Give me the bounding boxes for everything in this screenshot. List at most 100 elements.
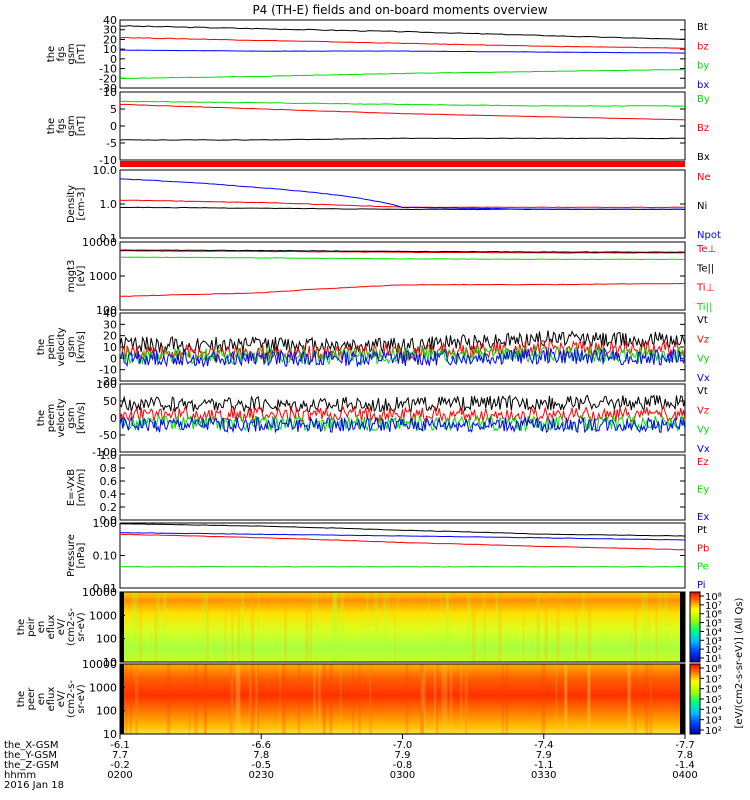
y-tick-label: 0 [110,412,117,425]
y-tick-label: 100 [96,304,117,317]
red-bar [120,161,685,167]
colorbar-tick-label: 10⁴ [705,627,722,638]
y-axis-label: [eV] [76,266,87,287]
y-tick-label: 10000 [82,658,117,671]
colorbar-tick-label: 10² [705,645,722,656]
spectrogram-streak [387,592,390,662]
spectrogram-streak [283,592,288,662]
series-line-Bt [119,25,686,40]
spectrogram-streak [194,664,198,734]
y-tick-label: 0 [110,352,117,365]
spectrogram-streak [333,592,337,662]
spectrogram-streak [471,592,476,662]
spectrogram-edge [680,592,685,662]
y-axis-label: gsm [66,43,77,64]
panel-frame [119,312,686,382]
y-tick-label: 1000 [89,681,117,694]
x-tick-label: 0300 [390,770,415,781]
y-axis-label: the [16,619,27,635]
x-tick-label: -7.4 [534,740,554,751]
panel-peer-en-eflux: 10000 1000 100 10 the peer en eflux eV/(cm2-s-sr… [16,658,686,741]
spectrogram-streak [312,592,314,662]
spectrogram-streak [125,664,128,734]
x-tick-label: 7.7 [112,750,128,761]
y-tick-label: -50 [99,429,117,442]
spectrogram-streak [250,664,252,734]
spectrogram-streak [434,664,437,734]
y-tick-label: 0 [110,53,117,66]
y-tick-label: 40 [103,14,117,27]
colorbar-label: [eV/(cm2-s-sr-eV)] (All Qs) [734,597,745,728]
spectrogram-streak [460,664,463,734]
spectrogram-streak [231,664,234,734]
y-tick-label: 0 [110,120,117,133]
legend-entry: Pi [697,580,706,591]
spectrogram-streak [334,592,338,662]
spectrogram-streak [466,592,471,662]
panel-pressure: 1.00 0.10 0.01 Pressure [nPa] Pt Pb Pe Pi [66,517,709,595]
y-axis-label: (cm2-s- [66,608,77,646]
y-axis-label: sr-eV) [76,684,87,713]
legend-entry: Vy [697,354,710,365]
spectrogram-streak [464,664,469,734]
series-line-Bx [119,137,686,141]
spectrogram-streak [465,664,468,734]
spectrogram-streak [313,664,317,734]
y-axis-label: the [36,410,47,426]
y-tick-label: 100 [96,633,117,646]
spectrogram-streak [204,664,207,734]
y-tick-label: 10 [103,86,117,99]
panel-density: 10.0 1.0 0.1 Density [cm-3] Ne Ni Npot [66,164,721,245]
y-tick-label: 0.8 [100,462,118,475]
spectrogram-streak [231,592,235,662]
y-tick-label: -30 [99,82,117,95]
spectrogram-streak [484,592,486,662]
spectrogram-streak [587,592,592,662]
spectrogram-streak [166,664,171,734]
x-tick-label: 0230 [249,770,274,781]
y-tick-label: 10 [103,43,117,56]
spectrogram-streak [369,664,372,734]
legend-entry: Bt [697,22,708,33]
spectrogram-streak [255,664,258,734]
y-tick-label: 10.0 [93,164,118,177]
colorbar-tick-label: 10⁸ [705,664,722,675]
y-axis-label: the [46,46,57,62]
x-tick-label: 0400 [672,770,697,781]
spectrogram-streak [365,592,369,662]
series-line-Vz [119,339,686,362]
series-line-Ne [119,199,685,209]
legend-entry: Ey [697,485,709,496]
y-tick-label: 0.01 [93,582,118,595]
x-tick-label: -0.5 [251,760,271,771]
y-tick-label: -100 [92,446,117,459]
y-axis-label: [nPa] [76,542,87,568]
spectrogram-streak [332,592,336,662]
legend-entry: Ni [697,201,707,212]
y-tick-label: 1.0 [100,198,118,211]
y-axis-label: [mV/m] [76,469,87,507]
y-tick-label: -10 [99,364,117,377]
series-line-Pi [119,532,686,541]
x-row-label: the_X-GSM [4,740,58,751]
y-tick-label: 10 [103,341,117,354]
colorbar-tick-label: 10¹ [705,654,722,665]
y-axis-label: velocity [56,327,67,366]
spectrogram-streak [420,664,424,734]
colorbar-tick-label: 10⁸ [705,592,722,603]
spectrogram-streak [420,664,424,734]
spectrogram-streak [340,592,344,662]
series-line-Te⊥ [119,250,686,254]
y-tick-label: 10 [103,728,117,741]
panel-temperature: 10000 1000 100 mqgt3 [eV] Te⊥ Te|| Ti⊥ Ti|| [66,236,716,317]
spectrogram-streak [237,592,240,662]
x-tick-label: 0330 [531,770,556,781]
spectrogram-streak [581,592,585,662]
spectrogram-streak [134,664,139,734]
legend-entry: Vx [697,373,710,384]
x-tick-label: 7.8 [677,750,693,761]
legend-entry: Vt [697,315,708,326]
